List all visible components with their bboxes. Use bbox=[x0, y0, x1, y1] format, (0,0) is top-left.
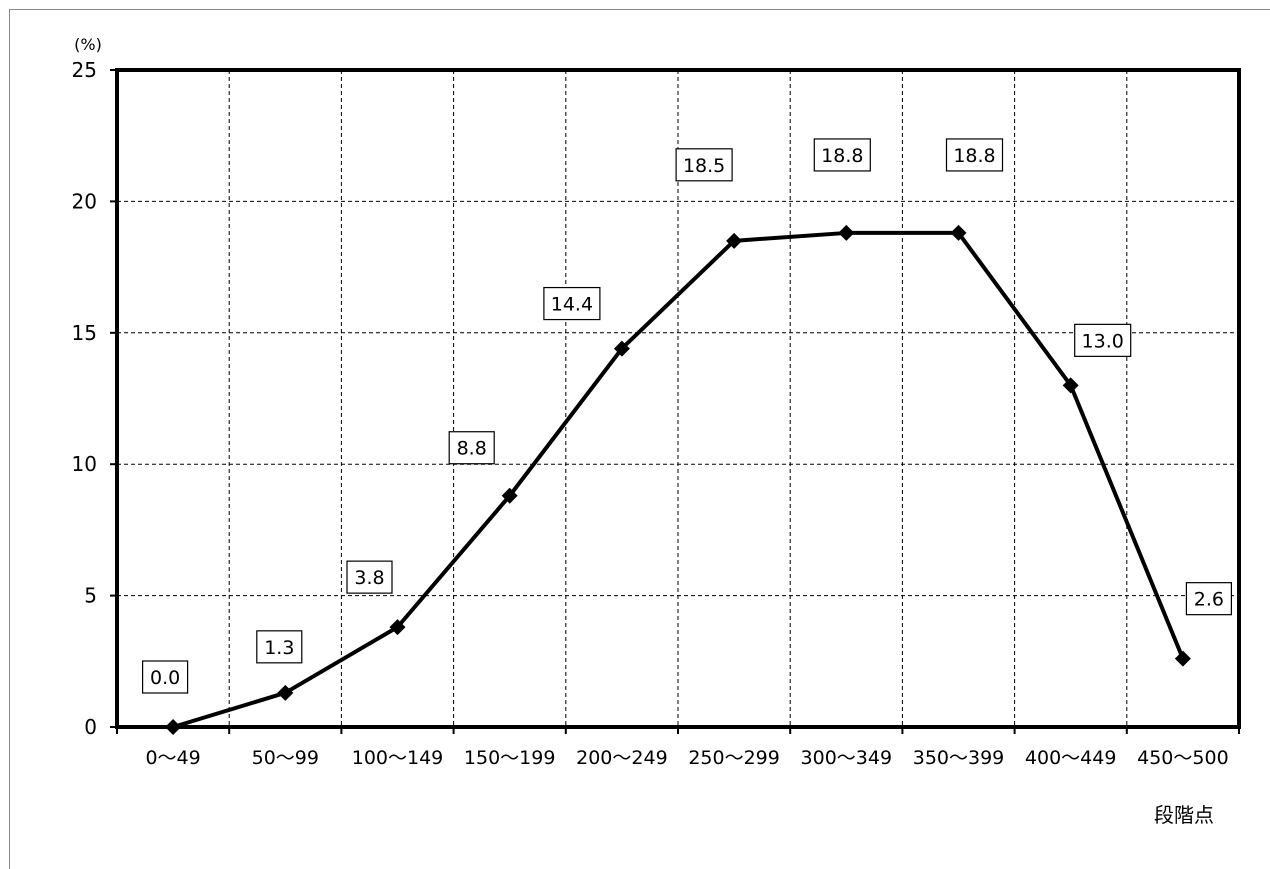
x-tick-label: 200〜249 bbox=[576, 747, 668, 769]
x-tick-label: 450〜500 bbox=[1137, 747, 1229, 769]
line-chart: 0 5 10 15 20 25 0〜49 50〜99 100〜149 150〜199 200〜24… bbox=[72, 35, 1241, 827]
data-point-marker bbox=[1062, 377, 1079, 394]
x-tick-label: 350〜399 bbox=[913, 747, 1005, 769]
data-point-marker bbox=[277, 684, 294, 701]
y-tick-label: 15 bbox=[72, 321, 97, 345]
data-point-marker bbox=[726, 232, 743, 249]
data-label-box bbox=[256, 630, 303, 664]
data-point-marker bbox=[501, 487, 518, 504]
data-label-text: 18.8 bbox=[953, 145, 995, 167]
data-label-text: 2.6 bbox=[1194, 589, 1224, 611]
data-label: 18.5 bbox=[675, 148, 733, 182]
data-label-text: 13.0 bbox=[1082, 330, 1124, 352]
data-label-box bbox=[448, 431, 495, 465]
data-label: 8.8 bbox=[448, 431, 495, 465]
x-tick-label: 50〜99 bbox=[252, 747, 319, 769]
data-label-text: 1.3 bbox=[264, 637, 294, 659]
data-label: 2.6 bbox=[1185, 582, 1233, 616]
series-line bbox=[172, 230, 1185, 729]
data-point-marker bbox=[1174, 650, 1191, 667]
y-tick-label: 0 bbox=[84, 715, 97, 739]
data-label-box bbox=[1074, 323, 1132, 357]
x-tick-label: 300〜349 bbox=[801, 747, 893, 769]
data-label-text: 0.0 bbox=[150, 667, 180, 689]
data-label: 18.8 bbox=[813, 138, 871, 172]
chart-frame bbox=[9, 9, 1270, 869]
x-tick-label: 0〜49 bbox=[145, 747, 200, 769]
data-label: 3.8 bbox=[346, 560, 393, 594]
y-tick-label: 10 bbox=[72, 452, 97, 476]
y-axis-ticks: 0 5 10 15 20 25 bbox=[72, 58, 117, 739]
data-point-marker bbox=[950, 224, 967, 241]
data-label-text: 8.8 bbox=[457, 438, 487, 460]
data-labels: 0.0 1.3 3.8 8.8 14.4 18.5 18.8 18.8 13.0 2.6 bbox=[142, 138, 1233, 694]
data-label-text: 18.8 bbox=[821, 145, 863, 167]
data-label-box bbox=[813, 138, 871, 172]
data-point-marker bbox=[389, 619, 406, 636]
x-axis-label: 段階点 bbox=[1154, 803, 1214, 827]
data-label-box bbox=[142, 660, 189, 694]
data-label: 1.3 bbox=[256, 630, 303, 664]
data-label-text: 3.8 bbox=[354, 567, 384, 589]
data-label-text: 14.4 bbox=[551, 294, 593, 316]
data-point-marker bbox=[613, 340, 630, 357]
data-label: 0.0 bbox=[142, 660, 189, 694]
data-markers bbox=[165, 224, 1191, 735]
data-label-box bbox=[1185, 582, 1233, 616]
data-label: 18.8 bbox=[945, 138, 1004, 172]
y-axis-label: (%) bbox=[74, 35, 102, 54]
data-label: 13.0 bbox=[1074, 323, 1132, 357]
x-tick-label: 100〜149 bbox=[352, 747, 444, 769]
y-tick-label: 20 bbox=[72, 189, 97, 213]
data-point-marker bbox=[165, 719, 182, 735]
data-label: 14.4 bbox=[543, 286, 601, 321]
data-label-box bbox=[945, 138, 1004, 172]
data-point-marker bbox=[838, 224, 855, 241]
data-label-box bbox=[346, 560, 393, 594]
grid-lines bbox=[117, 70, 1239, 727]
x-axis-ticks: 0〜49 50〜99 100〜149 150〜199 200〜249 250〜299 300… bbox=[116, 727, 1240, 769]
x-tick-label: 250〜299 bbox=[688, 747, 780, 769]
data-label-box bbox=[675, 148, 733, 182]
data-label-text: 18.5 bbox=[683, 155, 725, 177]
y-tick-label: 25 bbox=[72, 58, 97, 82]
data-label-box bbox=[543, 286, 601, 321]
x-tick-label: 150〜199 bbox=[464, 747, 556, 769]
y-tick-label: 5 bbox=[84, 584, 97, 608]
x-tick-label: 400〜449 bbox=[1025, 747, 1117, 769]
